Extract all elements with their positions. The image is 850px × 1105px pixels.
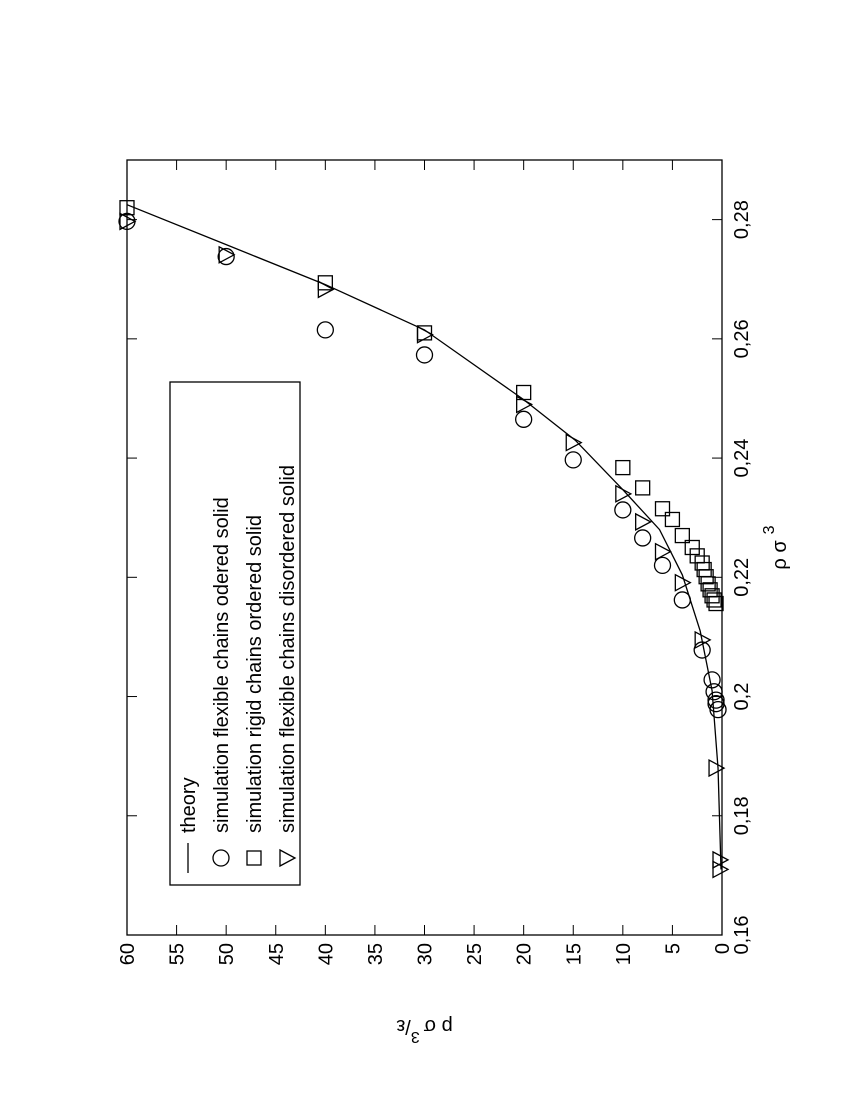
x-label-sup: 3 xyxy=(761,525,778,534)
y-tick-label: 20 xyxy=(514,943,536,965)
y-tick-label: 55 xyxy=(167,943,189,965)
y-tick-label: 60 xyxy=(117,943,139,965)
triangle-marker xyxy=(615,484,633,503)
legend-label: simulation flexible chains disordered so… xyxy=(277,465,299,833)
square-marker xyxy=(654,501,671,517)
triangle-marker xyxy=(218,245,236,264)
x-tick-label: 0,22 xyxy=(731,558,753,597)
circle-marker xyxy=(212,849,230,867)
circle-marker xyxy=(653,556,672,575)
triangle-marker xyxy=(712,860,730,879)
circle-marker xyxy=(634,529,652,547)
square-marker xyxy=(664,511,681,528)
triangle-marker xyxy=(416,325,434,344)
square-marker xyxy=(246,850,262,866)
y-tick-label: 10 xyxy=(613,943,635,965)
y-tick-label: 35 xyxy=(365,943,387,965)
square-marker xyxy=(706,592,722,608)
x-tick-label: 0,28 xyxy=(731,200,753,239)
legend-box xyxy=(169,381,301,886)
legend-label: theory xyxy=(178,777,200,833)
legend-label: simulation flexible chains odered solid xyxy=(211,497,233,833)
y-tick-label: 50 xyxy=(216,943,238,965)
triangle-marker xyxy=(674,573,692,592)
y-axis-label: p σ3/ε xyxy=(396,1015,452,1045)
y-label-text: p σ xyxy=(423,1015,453,1037)
triangle-marker xyxy=(708,758,726,778)
circle-marker xyxy=(705,683,723,701)
square-marker xyxy=(674,527,690,544)
circle-marker xyxy=(217,247,235,266)
triangle-marker xyxy=(694,630,712,649)
triangle-marker xyxy=(279,848,297,868)
y-tick-label: 5 xyxy=(662,943,684,954)
circle-marker xyxy=(515,410,533,428)
y-tick-label: 30 xyxy=(415,943,437,965)
y-tick-label: 40 xyxy=(315,943,337,965)
x-tick-label: 0,2 xyxy=(731,683,753,711)
y-tick-label: 25 xyxy=(464,943,486,965)
square-marker xyxy=(704,588,720,604)
square-marker xyxy=(684,539,700,556)
circle-marker xyxy=(703,671,721,689)
plot-area: 0,16 0,18 0,2 0,22 0,24 0,26 0,28 0 5 10 15 20 25 30 3… xyxy=(117,159,791,1045)
triangle-marker xyxy=(565,433,583,452)
circle-marker xyxy=(673,591,691,609)
triangle-marker xyxy=(119,212,137,231)
square-marker xyxy=(700,576,716,592)
circle-marker xyxy=(564,451,582,469)
x-tick-label: 0,16 xyxy=(731,916,753,955)
y-tick-label: 45 xyxy=(266,943,288,965)
triangle-marker xyxy=(635,512,653,531)
square-marker xyxy=(119,200,135,216)
x-label-text: ρ σ xyxy=(769,540,791,570)
square-marker xyxy=(708,595,724,612)
triangle-marker xyxy=(654,542,672,561)
legend-label: simulation rigid chains ordered solid xyxy=(244,515,266,833)
circle-marker xyxy=(316,321,334,339)
circle-marker xyxy=(707,691,725,709)
triangle-marker xyxy=(516,395,534,414)
legend: theory simulation flexible chains odered … xyxy=(169,381,301,886)
y-label-tail: /ε xyxy=(396,1015,411,1037)
circle-marker xyxy=(709,701,727,719)
y-label-sup: 3 xyxy=(411,1028,420,1045)
x-axis-label: ρ σ 3 xyxy=(761,525,791,569)
y-tick-label: 15 xyxy=(563,943,585,965)
circle-marker xyxy=(614,501,632,519)
circle-marker xyxy=(415,346,434,364)
x-tick-label: 0,18 xyxy=(731,796,753,835)
triangle-marker xyxy=(712,850,730,869)
square-marker xyxy=(635,480,651,496)
x-tick-label: 0,24 xyxy=(731,439,753,478)
y-tick-label: 0 xyxy=(712,943,734,954)
x-tick-label: 0,26 xyxy=(731,319,753,358)
square-marker xyxy=(615,459,631,476)
triangle-marker xyxy=(317,280,335,299)
circle-marker xyxy=(693,641,711,659)
